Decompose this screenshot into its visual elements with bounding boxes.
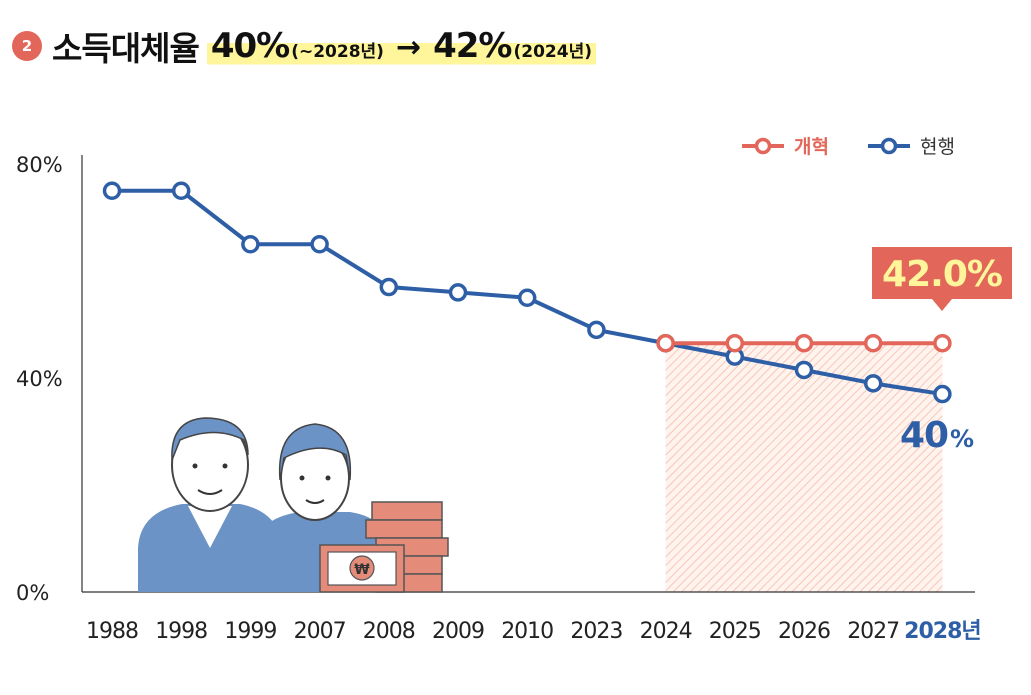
x-tick-label: 2008 bbox=[363, 619, 415, 644]
data-point bbox=[725, 333, 745, 353]
x-tick-label: 1998 bbox=[155, 619, 207, 644]
data-point bbox=[794, 333, 814, 353]
reform-rate: 42% bbox=[433, 26, 512, 66]
x-tick-label: 2023 bbox=[570, 619, 622, 644]
data-point bbox=[933, 333, 952, 353]
svg-text:₩: ₩ bbox=[354, 562, 370, 578]
reform-rate-note: (2024년) bbox=[513, 42, 592, 62]
x-tick-label: 2024 bbox=[640, 619, 692, 644]
y-tick-label: 0% bbox=[16, 581, 49, 605]
data-point bbox=[517, 288, 537, 307]
x-tick-label: 2025 bbox=[709, 619, 761, 644]
data-point bbox=[310, 235, 329, 254]
data-point bbox=[933, 384, 952, 404]
data-point bbox=[379, 277, 399, 297]
money-stack-icon: ₩ bbox=[319, 501, 449, 593]
data-point bbox=[587, 320, 606, 340]
chart-header: 2 소득대체율 40% (~2028년) → 42% (2024년) bbox=[12, 22, 596, 70]
legend-marker bbox=[880, 137, 898, 155]
data-point bbox=[863, 374, 883, 393]
data-point bbox=[241, 235, 260, 254]
x-tick-label: 1988 bbox=[86, 619, 138, 644]
data-point bbox=[863, 333, 883, 353]
x-tick-label: 2027 bbox=[847, 619, 899, 644]
current-rate: 40% bbox=[210, 26, 290, 66]
reform-callout-box bbox=[872, 247, 1012, 311]
data-point bbox=[656, 333, 675, 353]
data-point bbox=[102, 181, 122, 200]
title-highlight: 40% (~2028년) → 42% (2024년) bbox=[206, 26, 596, 66]
x-tick-label: 2009 bbox=[432, 619, 484, 644]
number-badge: 2 bbox=[12, 31, 42, 61]
current-callout-label: 40 bbox=[900, 415, 948, 456]
page-title: 소득대체율 bbox=[52, 29, 200, 68]
legend-label: 개혁 bbox=[794, 136, 829, 158]
data-point bbox=[794, 360, 814, 380]
data-point bbox=[448, 283, 468, 302]
current-rate-note: (~2028년) bbox=[291, 42, 384, 62]
legend-marker bbox=[754, 137, 772, 155]
y-tick-label: 40% bbox=[16, 367, 63, 391]
current-callout-unit: % bbox=[950, 425, 974, 453]
x-tick-label: 2007 bbox=[294, 619, 346, 644]
data-point bbox=[171, 181, 191, 200]
y-tick-label: 80% bbox=[16, 153, 63, 177]
x-tick-label: 2010 bbox=[501, 619, 553, 644]
x-tick-label: 1999 bbox=[224, 619, 276, 644]
arrow-right-icon: → bbox=[395, 30, 422, 65]
reform-shaded-area bbox=[665, 343, 943, 592]
legend-label: 현행 bbox=[920, 136, 955, 158]
x-tick-label: 2026 bbox=[778, 619, 830, 644]
x-tick-label: 2028년 bbox=[904, 619, 980, 644]
reform-callout-label: 42.0% bbox=[882, 254, 1002, 295]
